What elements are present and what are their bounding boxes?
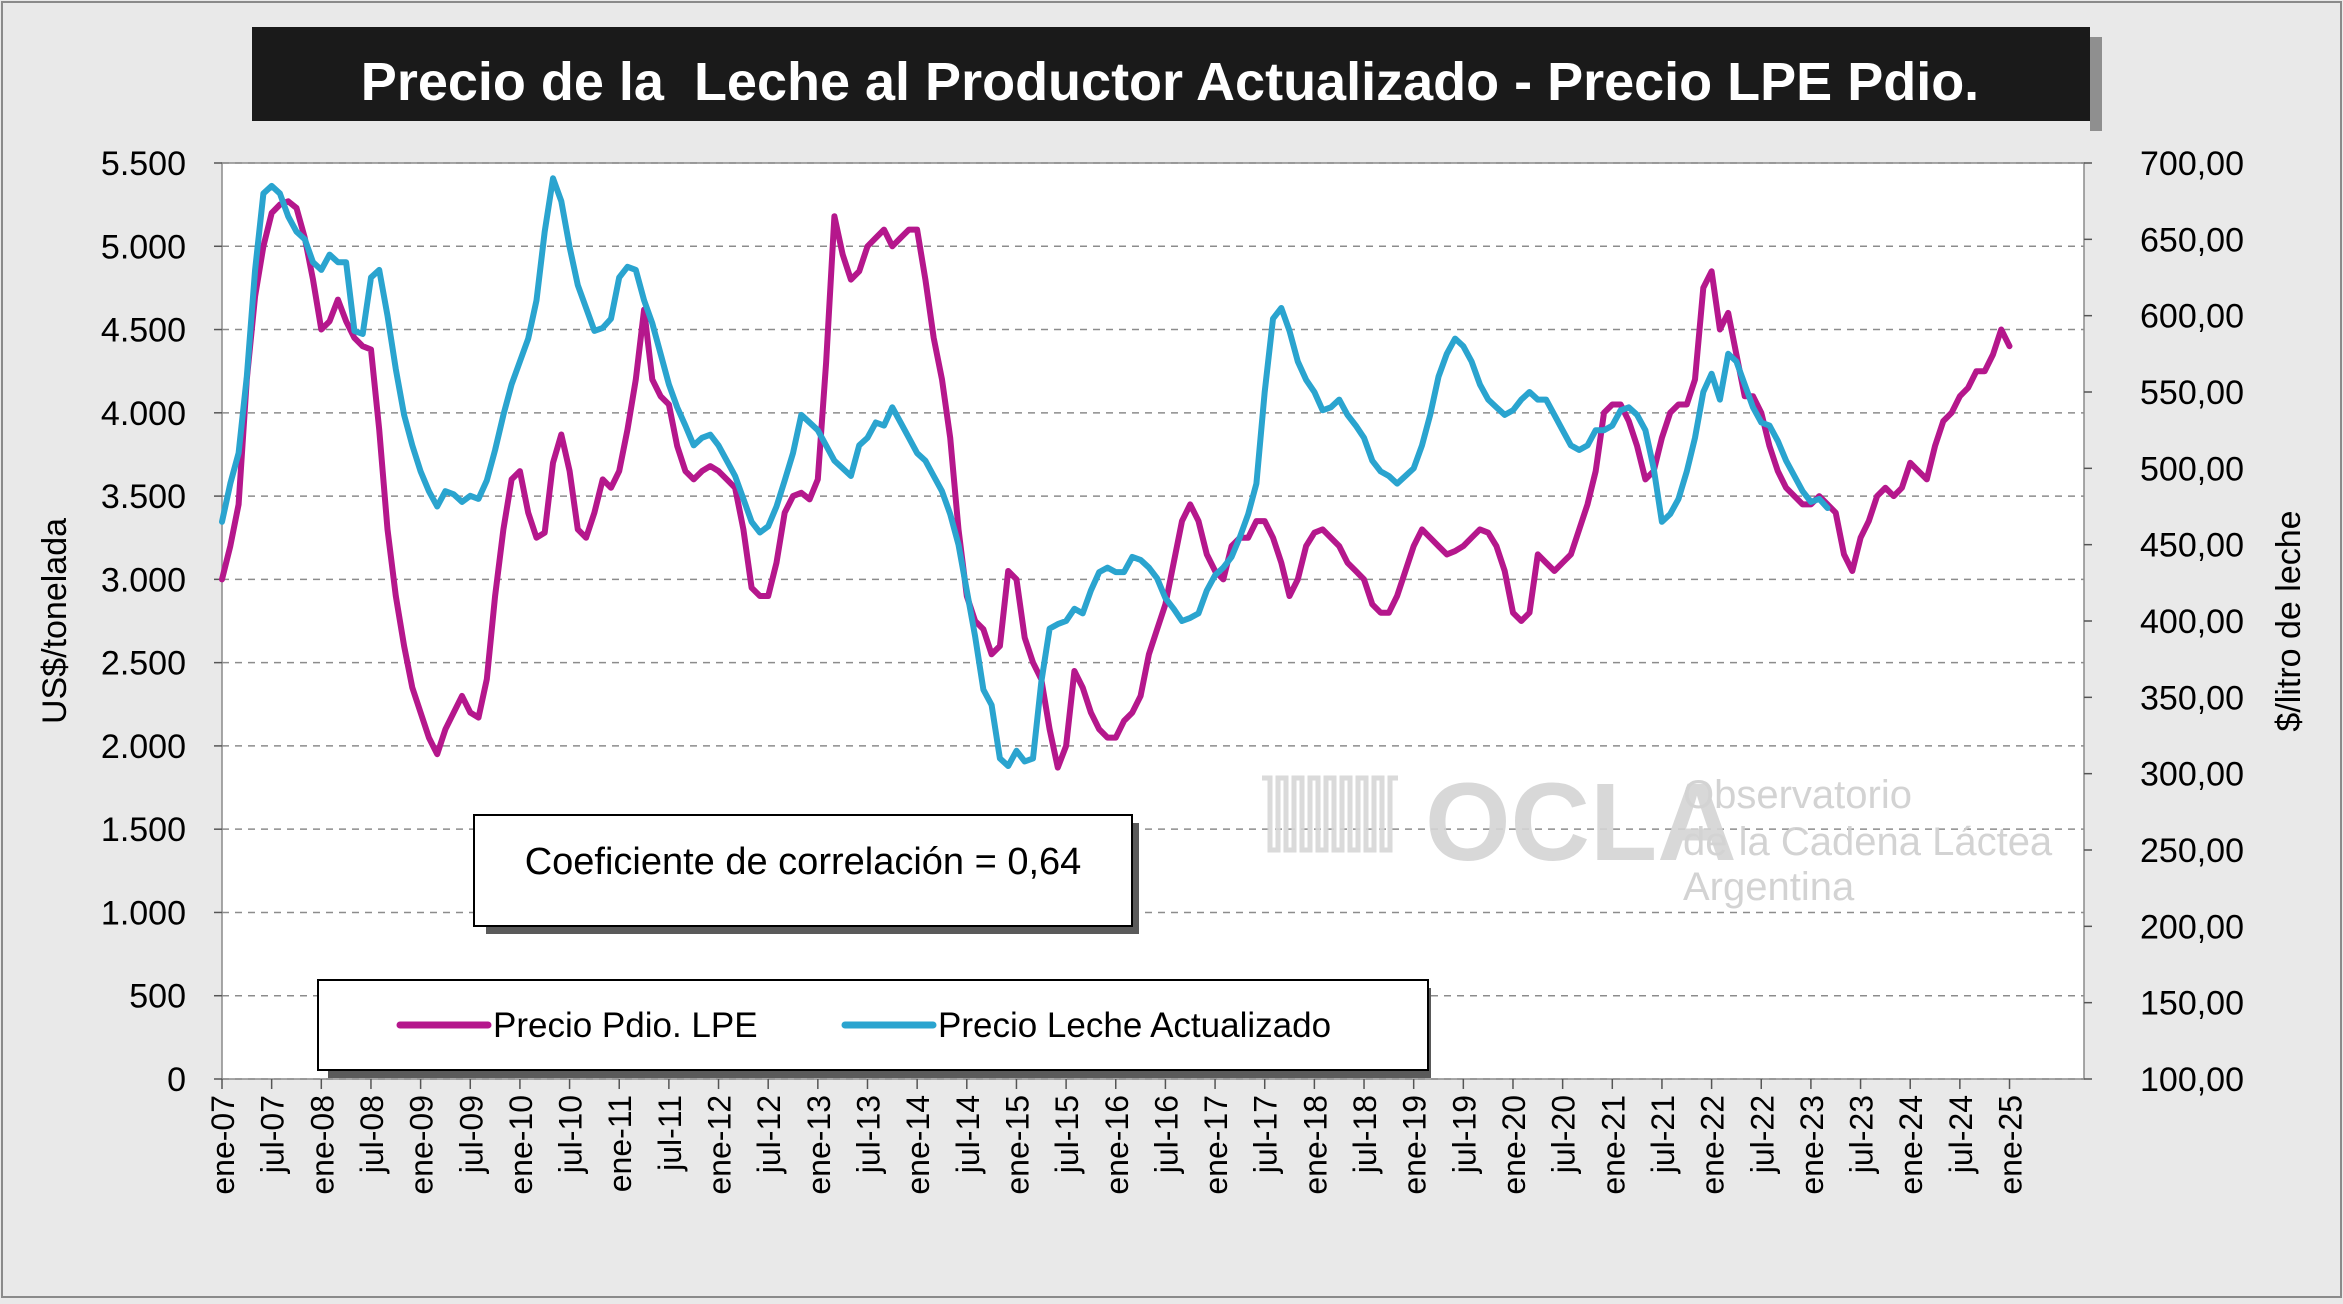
x-tick-label: ene-17 — [1198, 1095, 1234, 1195]
right-tick-label: 100,00 — [2140, 1061, 2244, 1099]
right-tick-label: 600,00 — [2140, 298, 2244, 336]
x-tick-label: jul-09 — [453, 1095, 489, 1174]
legend-label-series-1: Precio Pdio. LPE — [493, 1006, 758, 1045]
x-tick-label: ene-16 — [1099, 1095, 1135, 1195]
x-tick-label: ene-21 — [1595, 1095, 1631, 1195]
right-tick-label: 250,00 — [2140, 832, 2244, 870]
left-tick-label: 2.500 — [101, 645, 186, 683]
left-tick-label: 3.500 — [101, 478, 186, 516]
x-tick-label: ene-08 — [304, 1095, 340, 1195]
plot-area — [221, 162, 2085, 1080]
legend-label-series-2: Precio Leche Actualizado — [938, 1006, 1331, 1045]
ocla-watermark: OCLA Observatorio de la Cadena Láctea Ar… — [1262, 761, 2053, 909]
left-tick-label: 0 — [167, 1061, 186, 1099]
annotation-box — [473, 814, 1133, 927]
left-tick-label: 4.000 — [101, 395, 186, 433]
series-line-1 — [219, 198, 2013, 771]
left-tick-label: 500 — [129, 978, 186, 1016]
title-banner — [252, 27, 2090, 121]
x-tick-label: ene-11 — [602, 1095, 638, 1192]
x-tick-label: jul-18 — [1347, 1095, 1383, 1174]
right-tick-label: 550,00 — [2140, 374, 2244, 412]
right-tick-label: 450,00 — [2140, 527, 2244, 565]
x-tick-label: jul-21 — [1645, 1095, 1681, 1174]
x-tick-label: jul-16 — [1148, 1095, 1184, 1174]
series-layer — [219, 175, 2013, 771]
x-tick-label: ene-25 — [1993, 1095, 2029, 1195]
right-tick-label: 500,00 — [2140, 450, 2244, 488]
series-line-2 — [219, 175, 1831, 769]
right-tick-label: 700,00 — [2140, 145, 2244, 183]
left-tick-label: 5.500 — [101, 145, 186, 183]
x-tick-label: jul-13 — [850, 1095, 886, 1174]
watermark-line2: de la Cadena Láctea — [1683, 820, 2053, 864]
watermark-line3: Argentina — [1683, 865, 1855, 909]
right-tick-label: 400,00 — [2140, 603, 2244, 641]
x-tick-label: ene-22 — [1695, 1095, 1731, 1195]
left-tick-label: 3.000 — [101, 561, 186, 599]
left-axis-ticks: 0 500 1.000 1.500 2.000 2.500 3.000 3.500 4.000 4… — [101, 145, 222, 1099]
x-tick-label: ene-13 — [801, 1095, 837, 1195]
x-tick-label: jul-08 — [354, 1095, 390, 1174]
x-tick-label: jul-11 — [652, 1095, 688, 1172]
right-tick-label: 150,00 — [2140, 985, 2244, 1023]
x-tick-label: jul-24 — [1943, 1095, 1979, 1174]
x-tick-label: jul-14 — [950, 1095, 986, 1174]
right-tick-label: 300,00 — [2140, 756, 2244, 794]
x-tick-label: jul-12 — [751, 1095, 787, 1174]
x-tick-label: ene-12 — [702, 1095, 738, 1195]
x-tick-label: jul-07 — [255, 1095, 291, 1174]
watermark-name: OCLA — [1425, 761, 1737, 884]
right-axis-ticks: 100,00 150,00 200,00 250,00 300,00 350,00 400,… — [2084, 145, 2244, 1099]
left-tick-label: 4.500 — [101, 312, 186, 350]
right-tick-label: 650,00 — [2140, 221, 2244, 259]
right-axis-label: $/litro de leche — [2270, 510, 2308, 731]
x-tick-label: jul-15 — [1049, 1095, 1085, 1174]
title-banner-shadow — [2090, 37, 2102, 131]
left-tick-label: 5.000 — [101, 228, 186, 266]
right-tick-label: 350,00 — [2140, 679, 2244, 717]
x-tick-label: ene-10 — [503, 1095, 539, 1195]
left-axis-label: US$/tonelada — [36, 518, 74, 724]
left-tick-label: 1.000 — [101, 894, 186, 932]
left-tick-label: 2.000 — [101, 728, 186, 766]
ocla-logo-icon — [1262, 775, 1398, 853]
x-tick-label: ene-23 — [1794, 1095, 1830, 1195]
correlation-annotation: Coeficiente de correlación = 0,64 — [525, 841, 1082, 883]
x-tick-label: ene-07 — [205, 1095, 241, 1195]
right-tick-label: 200,00 — [2140, 908, 2244, 946]
x-tick-label: jul-17 — [1248, 1095, 1284, 1174]
x-tick-label: jul-10 — [553, 1095, 589, 1174]
x-tick-label: ene-24 — [1893, 1095, 1929, 1195]
x-tick-label: ene-19 — [1397, 1095, 1433, 1195]
x-tick-label: jul-23 — [1844, 1095, 1880, 1174]
watermark-line1: Observatorio — [1683, 773, 1912, 817]
left-tick-label: 1.500 — [101, 811, 186, 849]
chart-title: Precio de la Leche al Productor Actualiz… — [361, 52, 1979, 112]
x-tick-label: jul-20 — [1546, 1095, 1582, 1174]
x-tick-label: ene-14 — [900, 1095, 936, 1195]
x-axis-ticks: ene-07 jul-07 ene-08 jul-08 ene-09 jul-09 ene-… — [205, 1079, 2029, 1195]
x-tick-label: jul-19 — [1446, 1095, 1482, 1174]
grid-lines — [222, 162, 2084, 1080]
x-tick-label: ene-15 — [999, 1095, 1035, 1195]
x-tick-label: jul-22 — [1744, 1095, 1780, 1174]
x-tick-label: ene-09 — [404, 1095, 440, 1195]
x-tick-label: ene-18 — [1297, 1095, 1333, 1195]
x-tick-label: ene-20 — [1496, 1095, 1532, 1195]
